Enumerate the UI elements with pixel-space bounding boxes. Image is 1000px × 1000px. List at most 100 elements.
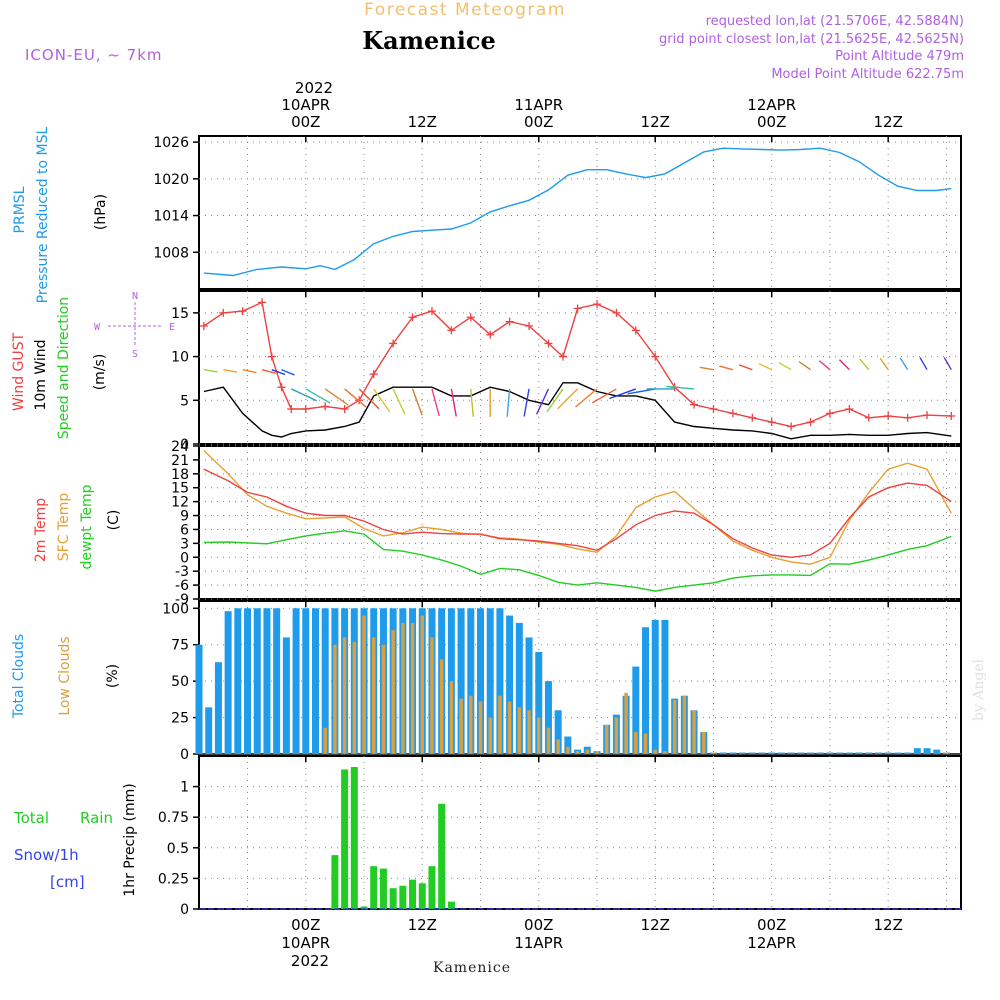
total-clouds-label: Total Clouds	[11, 634, 27, 719]
wind-direction-arrow	[223, 368, 238, 373]
chart-marks	[195, 147, 961, 910]
rain-bar	[370, 866, 378, 909]
total-cloud-bar	[457, 608, 465, 754]
low-cloud-bar	[624, 692, 628, 754]
grid-point-coords: grid point closest lon,lat (21.5625E, 42…	[659, 32, 964, 47]
low-cloud-bar	[498, 695, 502, 754]
wind-speed-dir-label: Speed and Direction	[56, 297, 72, 439]
low-cloud-bar	[381, 644, 386, 754]
gust-point-mark	[340, 405, 349, 414]
total-cloud-bar	[874, 752, 882, 754]
wind-direction-arrow	[242, 369, 257, 374]
y-tick-label: 0	[180, 902, 189, 918]
temp-panel-frame	[198, 445, 962, 600]
y-tick-label: 25	[171, 711, 189, 727]
precip-unit: 1hr Precip (mm)	[122, 783, 138, 896]
gust-point-mark	[199, 321, 208, 330]
low-cloud-bar	[643, 733, 648, 754]
gust-point-mark	[947, 412, 956, 421]
wind-direction-arrow	[373, 388, 391, 413]
bottom-date-label: 11APR	[514, 934, 563, 952]
gust-point-mark	[301, 405, 310, 414]
wind-gust-line	[203, 301, 952, 428]
total-cloud-bar	[496, 608, 504, 754]
gust-point-mark	[466, 313, 475, 322]
y-tick-label: -3	[175, 564, 189, 580]
gust-point-mark	[651, 352, 660, 361]
compass-south: S	[132, 349, 138, 360]
total-cloud-bar	[554, 710, 562, 754]
low-cloud-bar	[663, 751, 667, 754]
compass-west: W	[94, 322, 101, 333]
y-tick-label: 12	[171, 495, 189, 511]
precip-cm-label: [cm]	[50, 873, 85, 891]
wind-direction-arrow	[838, 359, 850, 371]
temp-unit: (C)	[106, 510, 122, 531]
y-axis-labels: 1008101410201026051015-9-6-3036912151821…	[153, 135, 189, 918]
pressure-unit: (hPa)	[93, 194, 109, 230]
rain-bar	[360, 906, 368, 909]
temp-sfc-label: SFC Temp	[56, 493, 72, 562]
y-tick-label: 15	[171, 481, 189, 497]
wind-direction-arrow	[344, 388, 367, 408]
rain-bar	[399, 885, 407, 909]
gust-point-mark	[447, 326, 456, 335]
y-tick-label: -6	[175, 578, 189, 594]
total-cloud-bar	[234, 608, 242, 754]
bottom-time-tick-label: 00Z	[757, 916, 786, 934]
pressure-label-msl: Pressure Reduced to MSL	[35, 126, 51, 303]
gust-point-mark	[544, 339, 553, 348]
total-cloud-bar	[797, 752, 805, 754]
total-cloud-bar	[195, 644, 203, 754]
low-cloud-bar	[614, 717, 619, 754]
gust-point-mark	[787, 422, 796, 431]
total-cloud-bar	[758, 752, 766, 754]
low-cloud-bar	[410, 622, 415, 754]
wind-direction-arrow	[609, 388, 637, 400]
wind-direction-arrow	[879, 357, 889, 371]
total-cloud-bar	[777, 752, 785, 754]
gust-point-mark	[389, 339, 398, 348]
top-time-tick-label: 12Z	[874, 113, 903, 131]
gust-point-mark	[612, 308, 621, 317]
wind-direction-arrow	[358, 388, 380, 410]
top-date-label: 10APR	[281, 96, 330, 114]
wind-10m-label: 10m Wind	[33, 339, 49, 410]
total-cloud-bar	[544, 681, 552, 754]
total-cloud-bar	[642, 627, 650, 754]
y-tick-label: 1008	[153, 245, 189, 261]
gust-point-mark	[287, 405, 296, 414]
total-cloud-bar	[263, 608, 271, 754]
wind-direction-arrow	[719, 365, 734, 371]
wind-panel-frame	[198, 290, 962, 445]
total-cloud-bar	[923, 748, 931, 754]
gust-point-mark	[559, 352, 568, 361]
bottom-time-tick-label: 00Z	[524, 916, 553, 934]
temp-2m-label: 2m Temp	[33, 498, 49, 562]
y-tick-label: 6	[180, 522, 189, 538]
low-cloud-bar	[342, 637, 347, 754]
low-cloud-bar	[653, 749, 657, 754]
total-cloud-bar	[787, 752, 795, 754]
gust-point-mark	[631, 326, 640, 335]
requested-coords: requested lon,lat (21.5706E, 42.5884N)	[706, 14, 964, 29]
y-tick-label: 0	[180, 747, 189, 763]
gust-point-mark	[825, 409, 834, 418]
total-cloud-bar	[845, 752, 853, 754]
wind-direction-arrow	[470, 388, 474, 417]
total-cloud-bar	[933, 749, 941, 754]
wind-direction-arrow	[281, 369, 295, 376]
wind-direction-arrow	[392, 388, 406, 415]
top-time-tick-label: 00Z	[291, 113, 320, 131]
y-tick-label: 10	[171, 350, 189, 366]
rain-bar	[409, 879, 417, 909]
y-tick-label: 100	[162, 601, 189, 617]
wind-direction-arrow	[818, 360, 831, 371]
total-cloud-bar	[739, 752, 747, 754]
low-cloud-bar	[566, 746, 570, 754]
total-cloud-bar	[894, 752, 902, 754]
low-cloud-bar	[478, 701, 483, 754]
low-cloud-bar	[449, 681, 454, 754]
gust-point-mark	[408, 313, 417, 322]
